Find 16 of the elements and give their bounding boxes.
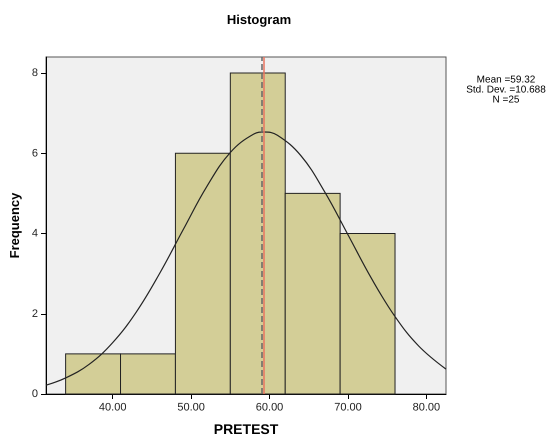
y-axis-title: Frequency <box>7 192 22 258</box>
x-tick-label: 80.00 <box>412 402 440 414</box>
x-tick-label: 70.00 <box>334 402 362 414</box>
y-tick-label: 4 <box>32 228 38 240</box>
text: Mean =59.32 <box>476 74 536 86</box>
text: Std. Dev. =10.688 <box>466 84 546 96</box>
x-axis-title: PRETEST <box>214 421 279 437</box>
x-tick-label: 50.00 <box>177 402 205 414</box>
chart-title: Histogram <box>226 12 292 27</box>
text: N =25 <box>492 94 520 106</box>
y-tick-label: 2 <box>32 308 38 320</box>
x-tick-label: 60.00 <box>256 402 284 414</box>
x-tick-label: 40.00 <box>98 402 126 414</box>
y-tick-label: 0 <box>32 388 38 400</box>
y-tick-label: 6 <box>32 147 38 160</box>
y-tick-label: 8 <box>32 67 38 80</box>
